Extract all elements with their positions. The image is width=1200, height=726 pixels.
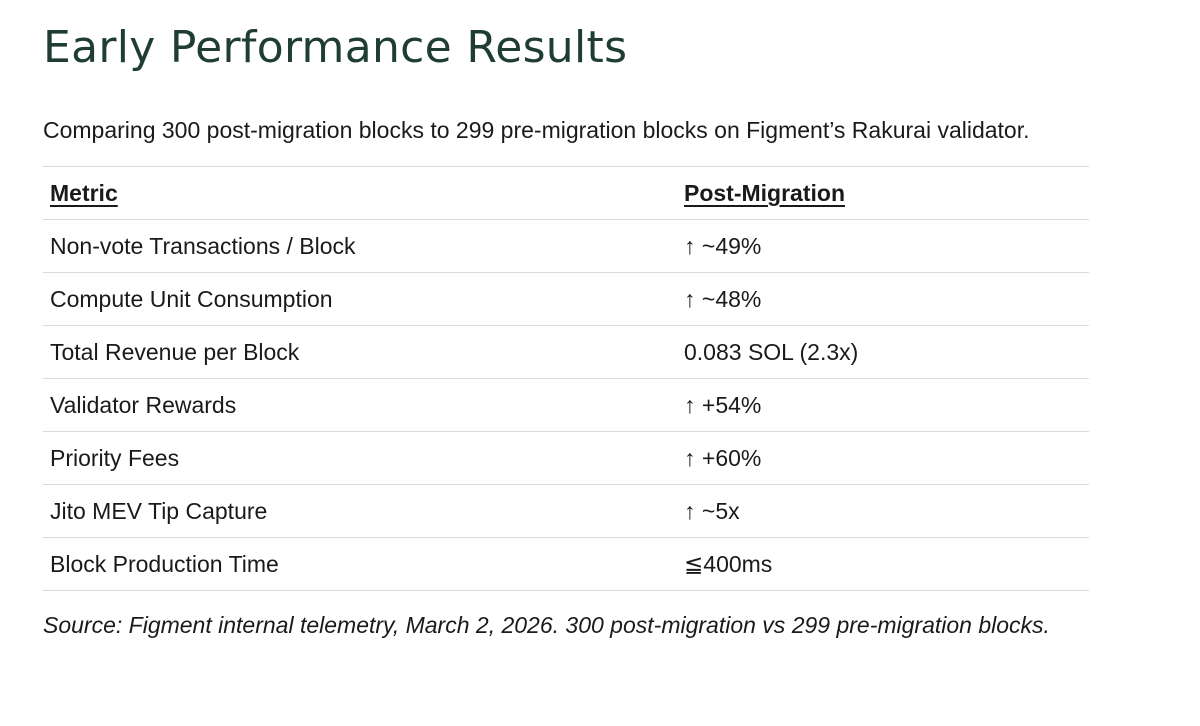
metric-cell: Non-vote Transactions / Block	[43, 219, 677, 273]
value-cell: ↑ ~48%	[677, 272, 1089, 326]
article-section: Early Performance Results Comparing 300 …	[43, 0, 1089, 643]
value-cell: ↑ +54%	[677, 378, 1089, 432]
header-post-migration: Post-Migration	[677, 166, 1089, 220]
metric-cell: Jito MEV Tip Capture	[43, 484, 677, 538]
metric-cell: Block Production Time	[43, 537, 677, 591]
table-row: Total Revenue per Block 0.083 SOL (2.3x)	[43, 325, 1089, 379]
table-row: Compute Unit Consumption ↑ ~48%	[43, 272, 1089, 326]
value-cell: ≦400ms	[677, 537, 1089, 591]
metric-cell: Priority Fees	[43, 431, 677, 485]
value-cell: ↑ +60%	[677, 431, 1089, 485]
table-row: Block Production Time ≦400ms	[43, 537, 1089, 591]
table-header-row: Metric Post-Migration	[43, 166, 1089, 220]
table-row: Non-vote Transactions / Block ↑ ~49%	[43, 219, 1089, 273]
table-row: Priority Fees ↑ +60%	[43, 431, 1089, 485]
results-table: Metric Post-Migration Non-vote Transacti…	[43, 166, 1089, 591]
page-title: Early Performance Results	[43, 22, 628, 73]
header-metric: Metric	[43, 166, 677, 220]
table-row: Validator Rewards ↑ +54%	[43, 378, 1089, 432]
table-row: Jito MEV Tip Capture ↑ ~5x	[43, 484, 1089, 538]
source-note: Source: Figment internal telemetry, Marc…	[43, 612, 1050, 638]
metric-cell: Validator Rewards	[43, 378, 677, 432]
metric-cell: Total Revenue per Block	[43, 325, 677, 379]
value-cell: ↑ ~5x	[677, 484, 1089, 538]
value-cell: 0.083 SOL (2.3x)	[677, 325, 1089, 379]
value-cell: ↑ ~49%	[677, 219, 1089, 273]
metric-cell: Compute Unit Consumption	[43, 272, 677, 326]
intro-paragraph: Comparing 300 post-migration blocks to 2…	[43, 117, 1030, 143]
